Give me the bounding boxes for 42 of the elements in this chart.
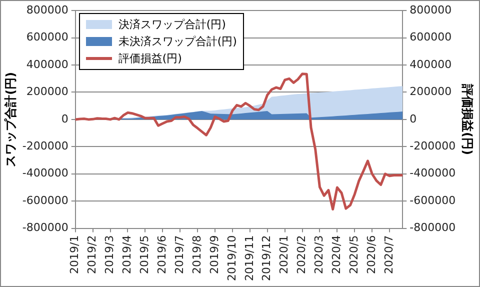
- x-tick-label: 2019/4: [120, 235, 134, 274]
- x-tick-label: 2019/9: [208, 235, 221, 274]
- y2-tick-label: 0: [410, 112, 417, 126]
- y-tick-label: -800000: [22, 221, 68, 234]
- x-tick-label: 2019/1: [68, 235, 82, 274]
- x-tick-label: 2019/6: [155, 235, 168, 274]
- legend-label: 評価損益(円): [118, 50, 182, 67]
- x-tick-label: 2019/3: [103, 235, 116, 274]
- x-tick-label: 2020/1: [278, 235, 291, 274]
- x-tick-label: 2020/4: [330, 235, 344, 274]
- y-tick-label: -400000: [22, 166, 68, 180]
- y2-tick-label: 800000: [410, 3, 452, 16]
- y2-tick-label: -800000: [410, 221, 456, 234]
- x-tick-label: 2019/11: [242, 235, 256, 282]
- y-tick-label: -200000: [22, 140, 68, 153]
- x-tick-label: 2019/10: [225, 235, 238, 282]
- x-tick-label: 2020/3: [312, 235, 326, 274]
- y-tick-label: 200000: [26, 85, 68, 98]
- y-tick-label: -600000: [22, 194, 68, 207]
- x-tick-label: 2020/7: [382, 235, 396, 274]
- y2-tick-label: 600000: [410, 30, 452, 44]
- legend-label: 決済スワップ合計(円): [118, 16, 226, 33]
- y-tick-label: 600000: [26, 30, 68, 44]
- y-tick-label: 800000: [26, 3, 68, 16]
- x-tick-label: 2020/5: [348, 235, 360, 274]
- x-tick-label: 2019/8: [190, 235, 204, 274]
- x-tick-label: 2020/6: [364, 235, 378, 274]
- y2-tick-label: -200000: [410, 140, 456, 153]
- y-tick-label: 0: [61, 112, 68, 126]
- y-axis-title: スワップ合計(円): [3, 72, 18, 167]
- x-tick-label: 2019/12: [260, 235, 274, 282]
- x-tick-label: 2019/5: [138, 235, 152, 274]
- x-tick-label: 2019/7: [172, 235, 186, 274]
- y2-axis-title: 評価損益(円): [460, 82, 475, 155]
- y2-tick-label: 400000: [410, 58, 452, 71]
- y2-tick-label: -600000: [410, 194, 456, 207]
- y2-tick-label: -400000: [410, 166, 456, 180]
- x-tick-label: 2020/2: [295, 235, 308, 274]
- legend-label: 未決済スワップ合計(円): [118, 34, 237, 50]
- y-tick-label: 400000: [26, 58, 68, 71]
- y2-tick-label: 200000: [410, 85, 452, 98]
- x-tick-label: 2019/2: [86, 235, 99, 274]
